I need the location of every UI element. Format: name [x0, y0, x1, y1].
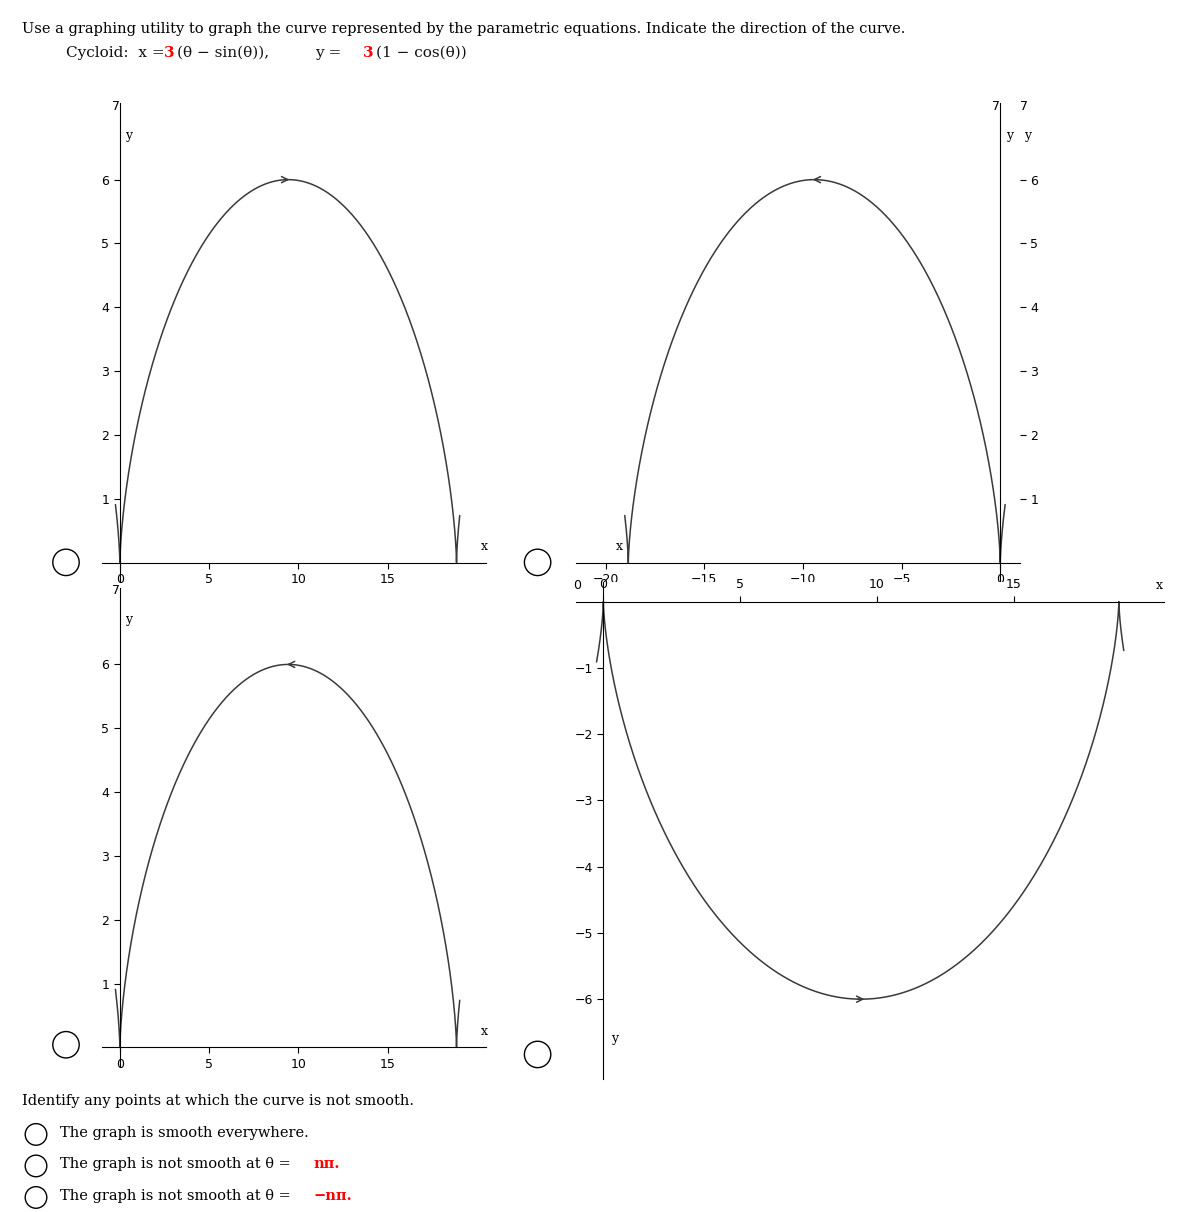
Text: The graph is not smooth at θ =: The graph is not smooth at θ =: [60, 1189, 295, 1204]
Text: y: y: [1006, 128, 1013, 142]
Text: 7: 7: [992, 99, 1001, 113]
Text: 7: 7: [112, 99, 120, 113]
Text: 7: 7: [1020, 99, 1028, 113]
Text: 3: 3: [364, 46, 373, 61]
Text: Identify any points at which the curve is not smooth.: Identify any points at which the curve i…: [22, 1094, 414, 1109]
Text: y: y: [612, 1033, 619, 1045]
Text: Use a graphing utility to graph the curve represented by the parametric equation: Use a graphing utility to graph the curv…: [22, 22, 905, 36]
Text: The graph is smooth everywhere.: The graph is smooth everywhere.: [60, 1126, 308, 1140]
Text: Cycloid:  x =: Cycloid: x =: [66, 46, 169, 61]
Text: x: x: [616, 541, 623, 553]
Text: x: x: [481, 541, 487, 553]
Text: x: x: [481, 1025, 487, 1037]
Text: y: y: [125, 613, 132, 627]
Text: nπ.: nπ.: [313, 1157, 340, 1172]
Text: x: x: [1156, 578, 1163, 591]
Text: y: y: [125, 128, 132, 142]
Text: y: y: [1024, 128, 1031, 142]
Text: (θ − sin(θ)),: (θ − sin(θ)),: [178, 46, 269, 61]
Text: 0: 0: [574, 578, 582, 591]
Text: y =: y =: [314, 46, 346, 61]
Text: −nπ.: −nπ.: [313, 1189, 352, 1204]
Text: 7: 7: [112, 584, 120, 598]
Text: (1 − cos(θ)): (1 − cos(θ)): [376, 46, 467, 61]
Text: 3: 3: [164, 46, 175, 61]
Text: The graph is not smooth at θ =: The graph is not smooth at θ =: [60, 1157, 295, 1172]
